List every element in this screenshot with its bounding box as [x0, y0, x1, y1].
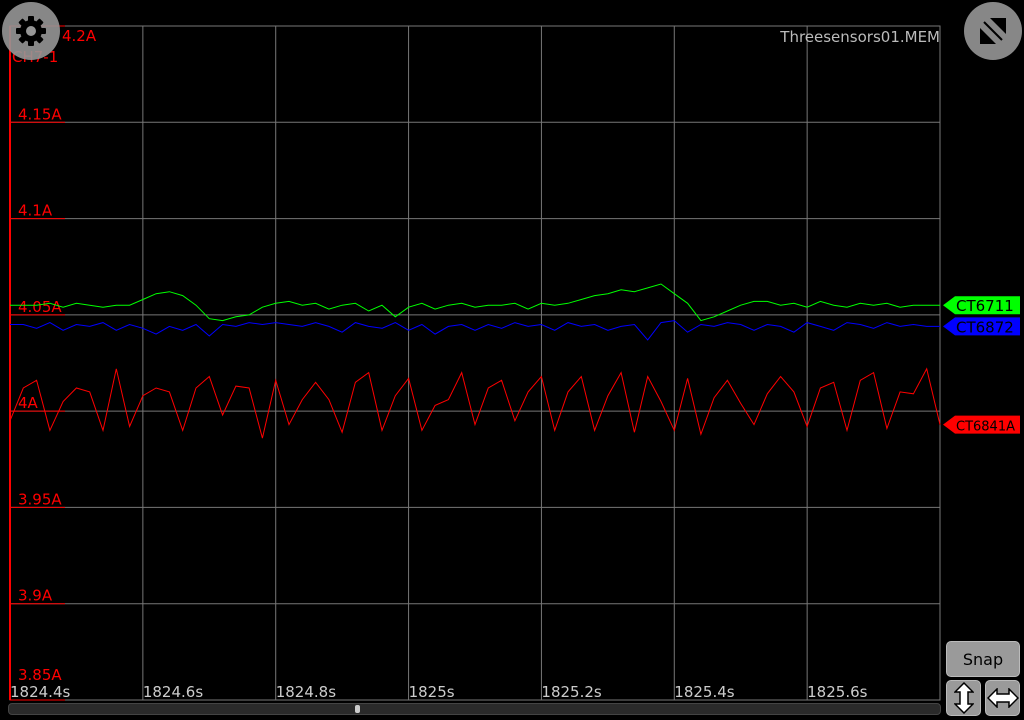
- series-label: CT6711: [956, 297, 1014, 315]
- x-tick-label: 1824.8s: [276, 683, 336, 701]
- y-tick-label: 3.9A: [18, 587, 53, 605]
- series-marker-ct6872: [943, 317, 1020, 336]
- snap-button[interactable]: Snap: [946, 641, 1020, 677]
- x-tick-label: 1825.6s: [807, 683, 867, 701]
- plot-border: [9, 25, 941, 701]
- vertical-zoom-button[interactable]: [946, 680, 981, 716]
- x-tick-label: 1825.4s: [674, 683, 734, 701]
- arrow-horizontal-icon: [986, 688, 1019, 708]
- arrow-vertical-icon: [953, 682, 974, 714]
- series-line-ct6872: [10, 320, 940, 341]
- horizontal-zoom-button[interactable]: [985, 680, 1020, 716]
- series-label: CT6872: [956, 318, 1014, 336]
- y-tick-label: 3.95A: [18, 490, 62, 508]
- y-tick-label: 4A: [18, 394, 39, 412]
- y-tick-label: 4.2A: [62, 27, 97, 45]
- series-label: CT6841A: [956, 420, 1015, 435]
- y-tick-label: 3.85A: [18, 666, 62, 684]
- x-tick-label: 1824.4s: [10, 683, 70, 701]
- y-tick-label: 4.05A: [18, 298, 62, 316]
- series-marker-ct6711: [943, 296, 1020, 315]
- series-line-ct6841a: [9, 367, 941, 439]
- series-line-ct6711: [10, 283, 940, 322]
- resize-diagonal-icon: [980, 18, 1006, 44]
- resize-button[interactable]: [964, 2, 1022, 60]
- series-marker-ct6841a: [943, 415, 1020, 434]
- gear-icon: [16, 16, 46, 46]
- y-tick-label: 4.15A: [18, 105, 62, 123]
- time-scrollbar[interactable]: [8, 703, 941, 715]
- y-tick-label: 4.1A: [18, 202, 53, 220]
- x-tick-label: 1825s: [409, 683, 455, 701]
- settings-button[interactable]: [2, 2, 60, 60]
- x-tick-label: 1825.2s: [541, 683, 601, 701]
- x-tick-label: 1824.6s: [143, 683, 203, 701]
- scrollbar-thumb[interactable]: [355, 705, 360, 713]
- file-name-label: Threesensors01.MEM: [780, 28, 940, 46]
